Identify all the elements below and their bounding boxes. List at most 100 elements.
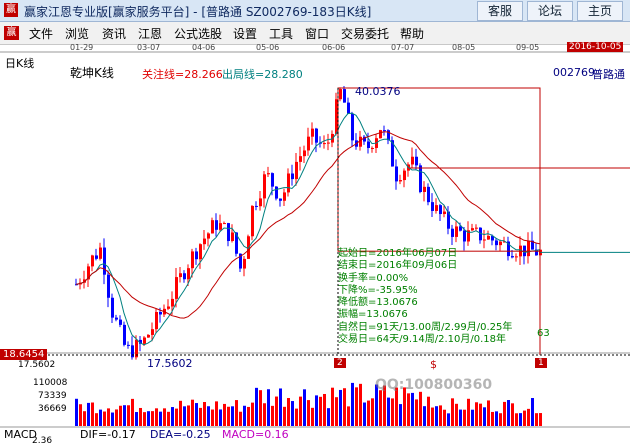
volume-bar	[531, 398, 534, 426]
candle-body	[211, 220, 214, 234]
menu-trade[interactable]: 交易委托	[341, 27, 390, 41]
stats-turnover: 换手率=0.00%	[338, 272, 409, 284]
candle-body	[199, 244, 202, 260]
candle-body	[491, 235, 494, 241]
candle-body	[155, 312, 158, 330]
low-price-label: 17.5602	[147, 357, 193, 370]
candle-body	[471, 228, 474, 231]
volume-bar	[171, 407, 174, 426]
stats-natural-days: 自然日=91天/13.00周/2.99月/0.25年	[338, 321, 513, 333]
candle-body	[535, 249, 538, 256]
candle-body	[187, 268, 190, 280]
qq-watermark: QQ:100800360	[375, 377, 493, 393]
date-tick-2: 04-06	[192, 43, 216, 52]
customer-service-button[interactable]: 客服	[477, 1, 524, 21]
volume-bar	[483, 407, 486, 426]
menu-gann[interactable]: 江恩	[138, 27, 163, 41]
candle-body	[487, 235, 490, 240]
volume-bar	[415, 399, 418, 426]
volume-bar	[407, 393, 410, 426]
volume-bar	[507, 400, 510, 426]
volume-bar	[503, 401, 506, 426]
range-end-marker[interactable]: 1	[535, 358, 547, 368]
candle-body	[263, 174, 266, 199]
volume-bar	[135, 412, 138, 426]
volume-bar	[367, 400, 370, 426]
candle-body	[279, 198, 282, 201]
candle-body	[463, 230, 466, 242]
volume-bar	[95, 413, 98, 426]
menu-news[interactable]: 资讯	[102, 27, 127, 41]
stock-code: 002769	[553, 66, 595, 79]
period-label[interactable]: 日K线	[5, 57, 35, 70]
candle-body	[363, 136, 366, 142]
volume-bar	[299, 396, 302, 426]
candle-body	[191, 251, 194, 269]
menu-browse[interactable]: 浏览	[65, 27, 90, 41]
candle-body	[387, 130, 390, 141]
volume-bar	[467, 398, 470, 426]
volume-bar	[491, 411, 494, 426]
volume-bar	[527, 408, 530, 426]
macd-dif: DIF=-0.17	[80, 428, 136, 441]
kline-chart[interactable]	[0, 45, 630, 446]
volume-bar	[143, 412, 146, 426]
volume-bar	[463, 409, 466, 426]
volume-bar	[335, 397, 338, 426]
volume-bar	[363, 402, 366, 426]
candle-body	[95, 255, 98, 259]
volume-bar	[439, 405, 442, 426]
candle-body	[151, 329, 154, 335]
candle-body	[219, 223, 222, 230]
homepage-button[interactable]: 主页	[577, 1, 624, 21]
volume-bar	[147, 411, 150, 426]
volume-bar	[455, 403, 458, 426]
volume-bar	[111, 412, 114, 426]
candle-body	[447, 211, 450, 229]
volume-bar	[91, 402, 94, 426]
menu-window[interactable]: 窗口	[305, 27, 330, 41]
candle-body	[303, 150, 306, 157]
candle-body	[411, 156, 414, 165]
volume-bar	[223, 403, 226, 426]
macd-name[interactable]: MACD	[4, 428, 37, 441]
volume-bar	[499, 413, 502, 426]
volume-bar	[471, 409, 474, 426]
middle-marker: $	[430, 358, 437, 371]
menu-settings[interactable]: 设置	[233, 27, 258, 41]
volume-bar	[195, 403, 198, 426]
range-start-marker[interactable]: 2	[334, 358, 346, 368]
candle-body	[439, 205, 442, 215]
volume-bar	[139, 407, 142, 426]
volume-bar	[303, 389, 306, 426]
volume-bar	[183, 406, 186, 426]
candle-body	[275, 186, 278, 199]
forum-button[interactable]: 论坛	[527, 1, 574, 21]
date-tick-6: 08-05	[452, 43, 476, 52]
volume-bar	[307, 400, 310, 426]
volume-bar	[187, 405, 190, 426]
volume-bar	[351, 382, 354, 426]
menu-tools[interactable]: 工具	[269, 27, 294, 41]
volume-bar	[395, 387, 398, 426]
volume-bar	[199, 407, 202, 426]
volume-bar	[411, 392, 414, 426]
candle-body	[367, 141, 370, 148]
volume-bar	[347, 406, 350, 426]
kline-chart-panel[interactable]: 01-29 03-07 04-06 05-06 06-06 07-07 08-0…	[0, 42, 630, 446]
volume-bar	[275, 396, 278, 426]
volume-bar	[87, 402, 90, 426]
candle-body	[267, 173, 270, 175]
volume-bar	[231, 406, 234, 426]
candle-body	[343, 89, 346, 103]
stats-start-date: 起始日=2016年06月07日	[338, 248, 458, 259]
volume-bar	[515, 413, 518, 426]
menu-help[interactable]: 帮助	[400, 27, 425, 41]
menu-formula-stock-picking[interactable]: 公式选股	[174, 27, 223, 41]
candle-body	[175, 277, 178, 299]
candle-body	[383, 130, 386, 132]
volume-bar	[103, 411, 106, 426]
candle-body	[423, 186, 426, 192]
menu-file[interactable]: 文件	[29, 27, 54, 41]
exit-line-label: 出局线=28.280	[222, 68, 303, 81]
